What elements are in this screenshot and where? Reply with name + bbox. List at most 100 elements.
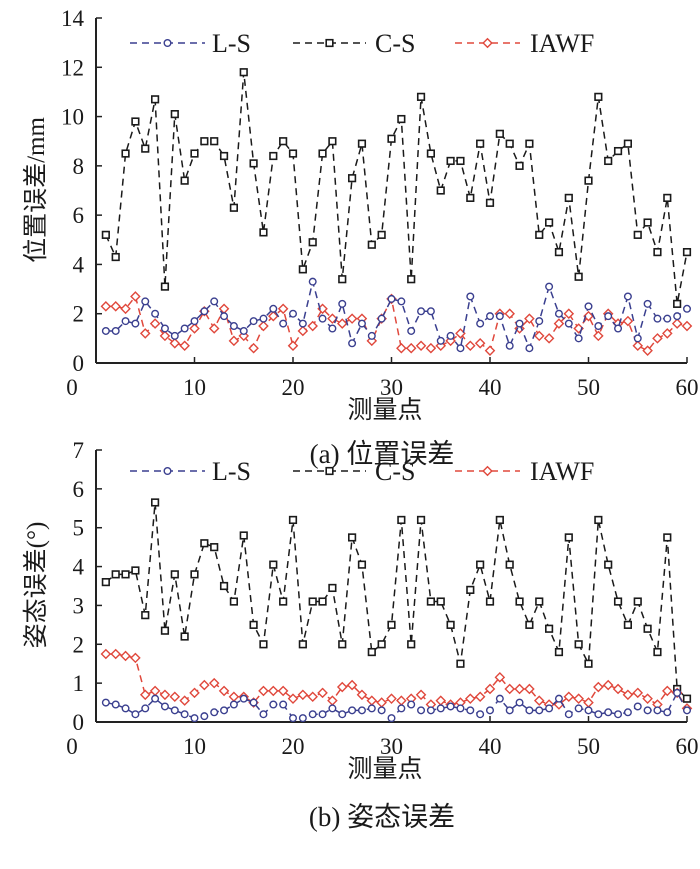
data-point-diamond (228, 691, 240, 703)
data-point-square (584, 659, 593, 668)
series-iawf (100, 648, 693, 714)
data-point-circle (574, 334, 583, 343)
data-point-diamond (533, 330, 545, 342)
data-point-square (141, 611, 150, 620)
data-point-circle (584, 706, 593, 715)
x-tick-label: 10 (183, 734, 206, 759)
data-point-diamond (100, 301, 112, 312)
data-point-square (456, 156, 465, 166)
data-point-circle (239, 326, 248, 335)
legend-label: C-S (375, 29, 415, 58)
data-point-diamond (110, 301, 121, 312)
data-point-diamond (139, 689, 151, 701)
data-point-circle (623, 292, 632, 301)
chart-caption: (a) 位置误差 (310, 439, 455, 469)
data-point-circle (387, 714, 396, 723)
data-point-diamond (482, 465, 493, 477)
data-point-circle (269, 304, 278, 313)
data-point-diamond (415, 340, 427, 352)
data-point-square (387, 620, 396, 629)
data-point-square (535, 230, 544, 239)
data-point-diamond (100, 648, 112, 660)
data-point-circle (328, 704, 337, 713)
x-axis-label: 测量点 (347, 396, 422, 424)
y-tick-label: 6 (73, 203, 85, 228)
data-point-circle (160, 324, 169, 333)
data-point-circle (111, 700, 120, 709)
data-point-square (446, 156, 455, 166)
data-point-diamond (130, 652, 141, 664)
data-point-diamond (336, 318, 348, 329)
data-point-diamond (307, 320, 318, 332)
data-point-circle (633, 702, 642, 711)
data-point-diamond (662, 685, 673, 697)
data-point-circle (131, 710, 140, 719)
data-point-square (554, 248, 564, 257)
data-point-square (111, 570, 120, 579)
data-point-circle (190, 714, 199, 723)
data-point-diamond (671, 318, 683, 329)
y-tick-label: 0 (73, 351, 85, 376)
data-point-diamond (396, 695, 407, 706)
data-point-diamond (494, 672, 506, 683)
data-point-square (151, 95, 160, 104)
data-point-circle (180, 710, 189, 719)
data-point-circle (377, 314, 386, 323)
data-point-circle (397, 704, 406, 713)
data-point-circle (200, 307, 209, 316)
data-point-circle (545, 282, 554, 291)
data-point-diamond (465, 693, 476, 704)
data-point-circle (456, 344, 465, 353)
data-point-circle (683, 304, 692, 313)
data-point-diamond (287, 340, 299, 352)
data-point-circle (683, 706, 692, 715)
data-point-square (338, 640, 347, 649)
y-tick-label: 4 (73, 555, 85, 580)
y-tick-label: 8 (73, 154, 85, 179)
data-point-diamond (524, 313, 535, 324)
data-point-circle (486, 706, 495, 715)
data-point-circle (417, 307, 426, 316)
data-point-square (594, 92, 603, 101)
data-point-square (525, 620, 534, 629)
data-point-square (613, 597, 623, 606)
data-point-circle (564, 319, 573, 328)
data-point-square (377, 230, 386, 239)
data-point-diamond (287, 693, 299, 704)
data-point-circle (220, 312, 229, 321)
data-point-square (426, 149, 436, 158)
data-point-circle (643, 299, 652, 308)
data-point-circle (564, 710, 573, 719)
data-point-square (279, 597, 288, 606)
data-point-square (101, 578, 110, 587)
data-point-diamond (149, 685, 161, 697)
data-point-circle (545, 704, 554, 713)
data-point-diamond (602, 679, 614, 691)
data-point-diamond (159, 689, 171, 701)
data-point-circle (407, 326, 416, 335)
data-point-square (574, 640, 583, 649)
data-point-circle (436, 704, 445, 713)
data-point-square (466, 193, 475, 202)
legend-label: IAWF (530, 29, 594, 58)
data-point-circle (614, 324, 623, 333)
data-point-square (210, 137, 219, 146)
data-point-square (653, 647, 662, 657)
data-point-square (219, 581, 229, 591)
data-point-circle (121, 317, 130, 326)
data-point-square (200, 539, 209, 548)
data-point-circle (397, 297, 406, 306)
data-point-circle (348, 706, 357, 715)
data-point-square (673, 299, 682, 308)
y-tick-label: 2 (73, 302, 85, 327)
data-point-diamond (642, 345, 653, 356)
x-tick-label: 30 (380, 375, 403, 400)
data-point-diamond (504, 308, 515, 320)
data-point-circle (505, 706, 514, 715)
data-point-square (397, 515, 406, 525)
data-point-circle (239, 694, 248, 703)
data-point-square (180, 176, 189, 185)
series-c-s (101, 498, 692, 703)
data-point-circle (505, 341, 514, 350)
data-point-diamond (533, 695, 545, 706)
